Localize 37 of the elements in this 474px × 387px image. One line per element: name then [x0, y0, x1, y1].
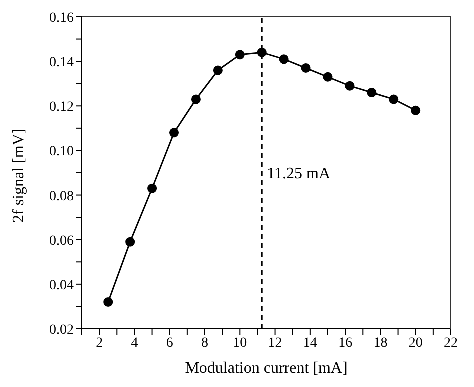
x-tick-label: 10: [233, 336, 248, 351]
x-tick-label: 6: [166, 336, 174, 351]
x-tick-label: 2: [96, 336, 104, 351]
x-tick-label: 20: [408, 336, 423, 351]
y-tick-label: 0.06: [50, 234, 74, 249]
x-axis-title: Modulation current [mA]: [185, 360, 348, 377]
point: [104, 298, 114, 308]
point: [323, 72, 333, 82]
point: [213, 66, 223, 76]
point: [191, 94, 201, 104]
text: 0.02: [50, 322, 74, 338]
y-tick-label: 0.12: [50, 100, 74, 116]
y-axis-title: 2f signal [mV]: [10, 128, 28, 223]
x-tick-label: 4: [131, 336, 138, 351]
point: [345, 81, 355, 91]
x-tick-label: 14: [303, 336, 318, 351]
x-tick-label: 16: [338, 336, 353, 351]
point: [126, 237, 136, 247]
point: [411, 106, 421, 116]
point: [257, 48, 267, 58]
y-tick-label: 0.08: [50, 189, 74, 204]
y-tick-label: 0.16: [50, 10, 74, 26]
x-tick-label: 18: [374, 336, 388, 351]
point: [170, 128, 179, 138]
point: [235, 50, 245, 60]
y-tick-label: 0.10: [50, 144, 74, 160]
point: [279, 54, 289, 64]
x-tick-label: 8: [202, 336, 208, 351]
y-tick-label: 0.14: [50, 56, 74, 71]
ref-line-label: 11.25 mA: [267, 166, 331, 183]
point: [389, 94, 399, 104]
x-tick-label: 22: [444, 336, 458, 351]
point: [301, 64, 311, 74]
point: [367, 88, 377, 98]
point: [148, 184, 158, 194]
x-tick-label: 12: [268, 336, 282, 351]
y-tick-label: 0.04: [50, 278, 74, 294]
